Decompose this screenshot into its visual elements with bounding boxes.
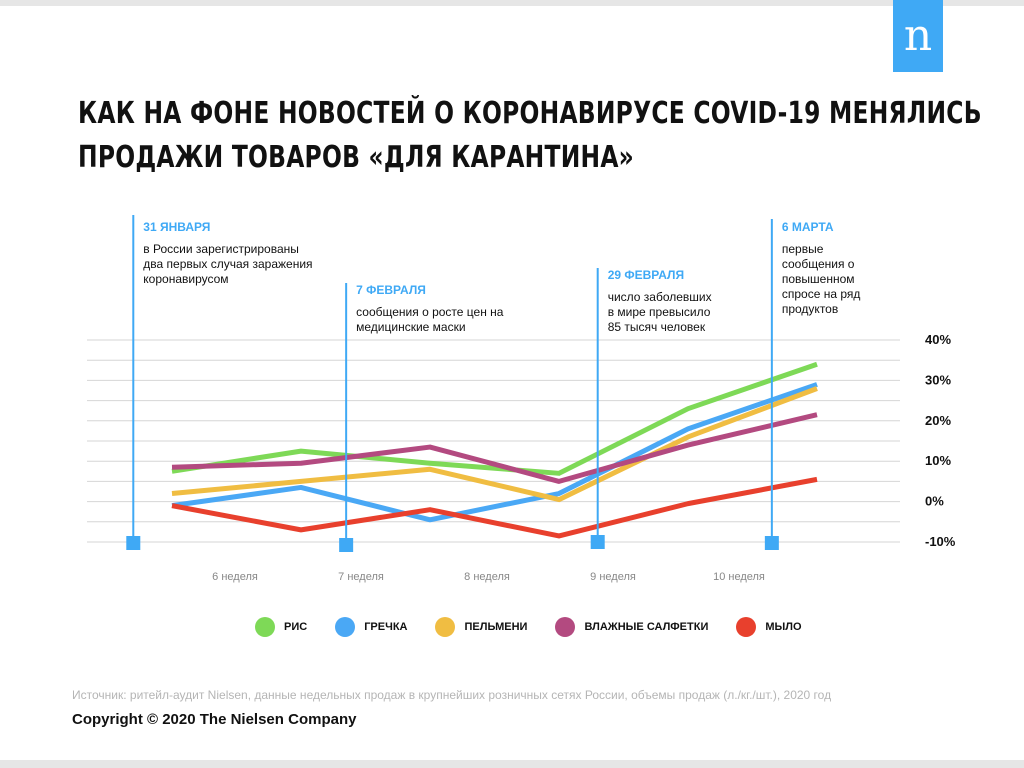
legend-dot-mylo (736, 617, 757, 637)
y-tick-label: 10% (925, 453, 951, 468)
legend-item-ris: РИС (255, 617, 307, 637)
y-tick-label: 40% (925, 332, 951, 347)
event-text: 85 тысяч человек (608, 320, 706, 334)
event-text: сообщения о (782, 257, 855, 271)
chart-series (171, 361, 818, 539)
event-text: в мире превысило (608, 305, 711, 319)
nielsen-logo: n (893, 0, 943, 72)
y-axis-ticks: 40% 30% 20% 10% 0% -10% (925, 332, 956, 549)
title-line-2: ПРОДАЖИ ТОВАРОВ «ДЛЯ КАРАНТИНА» (78, 140, 635, 175)
event-text: число заболевших (608, 290, 712, 304)
legend-dot-pelmeni (435, 617, 456, 637)
legend-dot-salfetki (555, 617, 576, 637)
event-date: 7 ФЕВРАЛЯ (356, 283, 426, 297)
y-tick-label: 20% (925, 413, 951, 428)
event-text: сообщения о росте цен на (356, 305, 504, 319)
event-text: два первых случая заражения (143, 257, 312, 271)
logo-letter: n (903, 10, 933, 61)
y-tick-label: 30% (925, 372, 951, 387)
series-line (171, 386, 818, 503)
event-marker (764, 536, 779, 550)
legend-item-pelmeni: ПЕЛЬМЕНИ (435, 617, 527, 637)
event-marker (339, 538, 354, 552)
x-tick-label: 9 неделя (590, 571, 636, 583)
top-band (0, 0, 1024, 6)
event-text: первые (782, 242, 824, 256)
legend-label-pelmeni: ПЕЛЬМЕНИ (464, 621, 528, 633)
event-text: продуктов (782, 302, 838, 316)
legend-label-salfetki: ВЛАЖНЫЕ САЛФЕТКИ (584, 621, 709, 633)
copyright: Copyright © 2020 The Nielsen Company (72, 711, 357, 728)
event-text: медицинские маски (356, 320, 465, 334)
sales-line-chart: 40% 30% 20% 10% 0% -10% 6 неделя 7 неделя 8 нед… (87, 215, 956, 583)
chart-legend: РИС ГРЕЧКА ПЕЛЬМЕНИ ВЛАЖНЫЕ САЛФЕТКИ МЫЛ… (255, 617, 830, 637)
series-line (171, 382, 818, 523)
legend-dot-grechka (335, 617, 356, 637)
source-note: Источник: ритейл-аудит Nielsen, данные н… (72, 688, 832, 702)
y-tick-label: -10% (925, 534, 956, 549)
x-tick-label: 8 неделя (464, 571, 510, 583)
legend-item-salfetki: ВЛАЖНЫЕ САЛФЕТКИ (555, 617, 708, 637)
series-line (171, 361, 818, 476)
legend-label-mylo: МЫЛО (765, 621, 802, 633)
legend-label-ris: РИС (284, 621, 308, 633)
x-tick-label: 10 неделя (713, 571, 765, 583)
event-text: спросе на ряд (782, 287, 861, 301)
event-marker (590, 535, 605, 549)
event-marker (126, 536, 141, 550)
event-date: 31 ЯНВАРЯ (143, 220, 210, 234)
x-tick-label: 7 неделя (338, 571, 384, 583)
legend-dot-ris (255, 617, 275, 637)
event-text: в России зарегистрированы (143, 242, 299, 256)
legend-item-mylo: МЫЛО (736, 617, 802, 637)
x-tick-label: 6 неделя (212, 571, 258, 583)
y-tick-label: 0% (925, 494, 944, 509)
series-line (171, 412, 818, 484)
x-axis-ticks: 6 неделя 7 неделя 8 неделя 9 неделя 10 недел… (212, 571, 765, 583)
event-text: повышенном (782, 272, 855, 286)
series-line (171, 476, 818, 539)
event-date: 29 ФЕВРАЛЯ (608, 268, 684, 282)
event-text: коронавирусом (143, 272, 228, 286)
legend-label-grechka: ГРЕЧКА (364, 621, 408, 633)
bottom-band (0, 760, 1024, 768)
legend-item-grechka: ГРЕЧКА (335, 617, 407, 637)
event-date: 6 МАРТА (782, 220, 834, 234)
